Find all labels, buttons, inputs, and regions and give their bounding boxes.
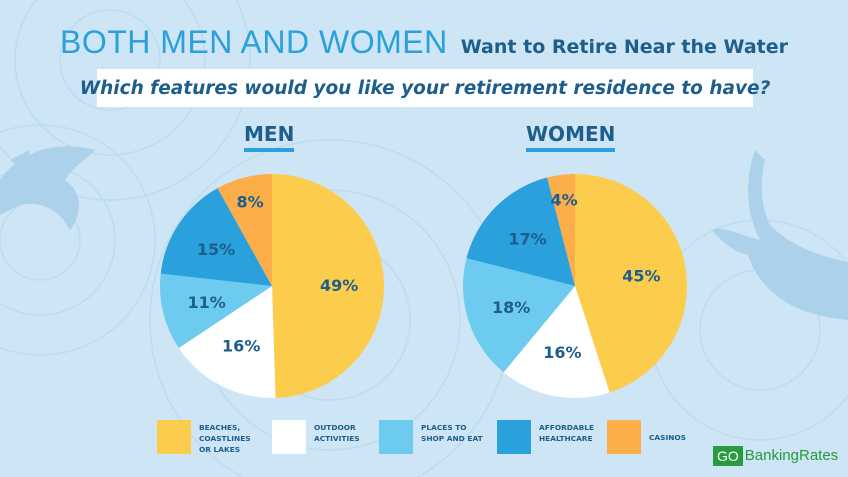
- men-slice-outdoor: [178, 286, 276, 398]
- title-big: BOTH MEN AND WOMEN: [60, 24, 448, 60]
- women-slice-places: [463, 258, 575, 373]
- women-label-healthcare: 17%: [508, 229, 546, 248]
- women-title-text: WOMEN: [526, 122, 616, 146]
- logo-go: GO: [713, 446, 743, 466]
- women-label-beaches: 45%: [622, 266, 660, 285]
- legend-swatch-outdoor: [272, 420, 306, 454]
- men-label-healthcare: 15%: [197, 240, 235, 259]
- logo-rest: BankingRates: [744, 447, 839, 464]
- men-title-underline: [244, 148, 295, 152]
- survey-question: Which features would you like your retir…: [79, 77, 771, 99]
- legend-swatch-casinos: [607, 420, 641, 454]
- dolphin-right-icon: [712, 150, 848, 320]
- legend-label-places: PLACES TO SHOP AND EAT: [421, 423, 483, 443]
- women-label-casinos: 4%: [550, 190, 577, 209]
- gobankingrates-logo: GO BankingRates: [713, 446, 838, 466]
- men-pie: 49% 16% 11% 15% 8%: [160, 174, 385, 398]
- legend-label-healthcare: AFFORDABLE HEALTHCARE: [539, 423, 595, 443]
- men-slice-places: [160, 273, 272, 349]
- legend-label-outdoor: OUTDOOR ACTIVITIES: [314, 423, 360, 443]
- legend-label-casinos: CASINOS: [649, 433, 687, 442]
- dolphin-left-icon: [0, 146, 95, 230]
- women-slice-outdoor: [503, 286, 610, 399]
- men-slice-casinos: [217, 174, 272, 286]
- question-banner: Which features would you like your retir…: [80, 69, 770, 107]
- men-label-places: 11%: [188, 293, 226, 312]
- women-pie-title: WOMEN: [526, 122, 616, 152]
- legend-swatch-places: [379, 420, 413, 454]
- title-small: Want to Retire Near the Water: [460, 36, 788, 58]
- women-slice-beaches: [575, 174, 688, 393]
- main-title: BOTH MEN AND WOMEN Want to Retire Near t…: [0, 24, 848, 61]
- legend-swatch-healthcare: [497, 420, 531, 454]
- women-label-outdoor: 16%: [543, 343, 581, 362]
- men-slice-healthcare: [160, 188, 272, 286]
- women-title-underline: [526, 148, 616, 152]
- women-pie: 45% 16% 18% 17% 4%: [463, 174, 688, 399]
- men-pie-title: MEN: [244, 122, 295, 152]
- women-slice-casinos: [547, 174, 575, 286]
- legend-label-beaches: BEACHES, COASTLINES OR LAKES: [199, 423, 251, 454]
- women-label-places: 18%: [492, 298, 530, 317]
- men-slice-beaches: [272, 174, 385, 398]
- men-label-casinos: 8%: [236, 192, 263, 211]
- legend-swatch-beaches: [157, 420, 191, 454]
- men-title-text: MEN: [244, 122, 295, 146]
- men-label-outdoor: 16%: [222, 337, 260, 356]
- men-label-beaches: 49%: [320, 276, 358, 295]
- women-slice-healthcare: [466, 177, 575, 286]
